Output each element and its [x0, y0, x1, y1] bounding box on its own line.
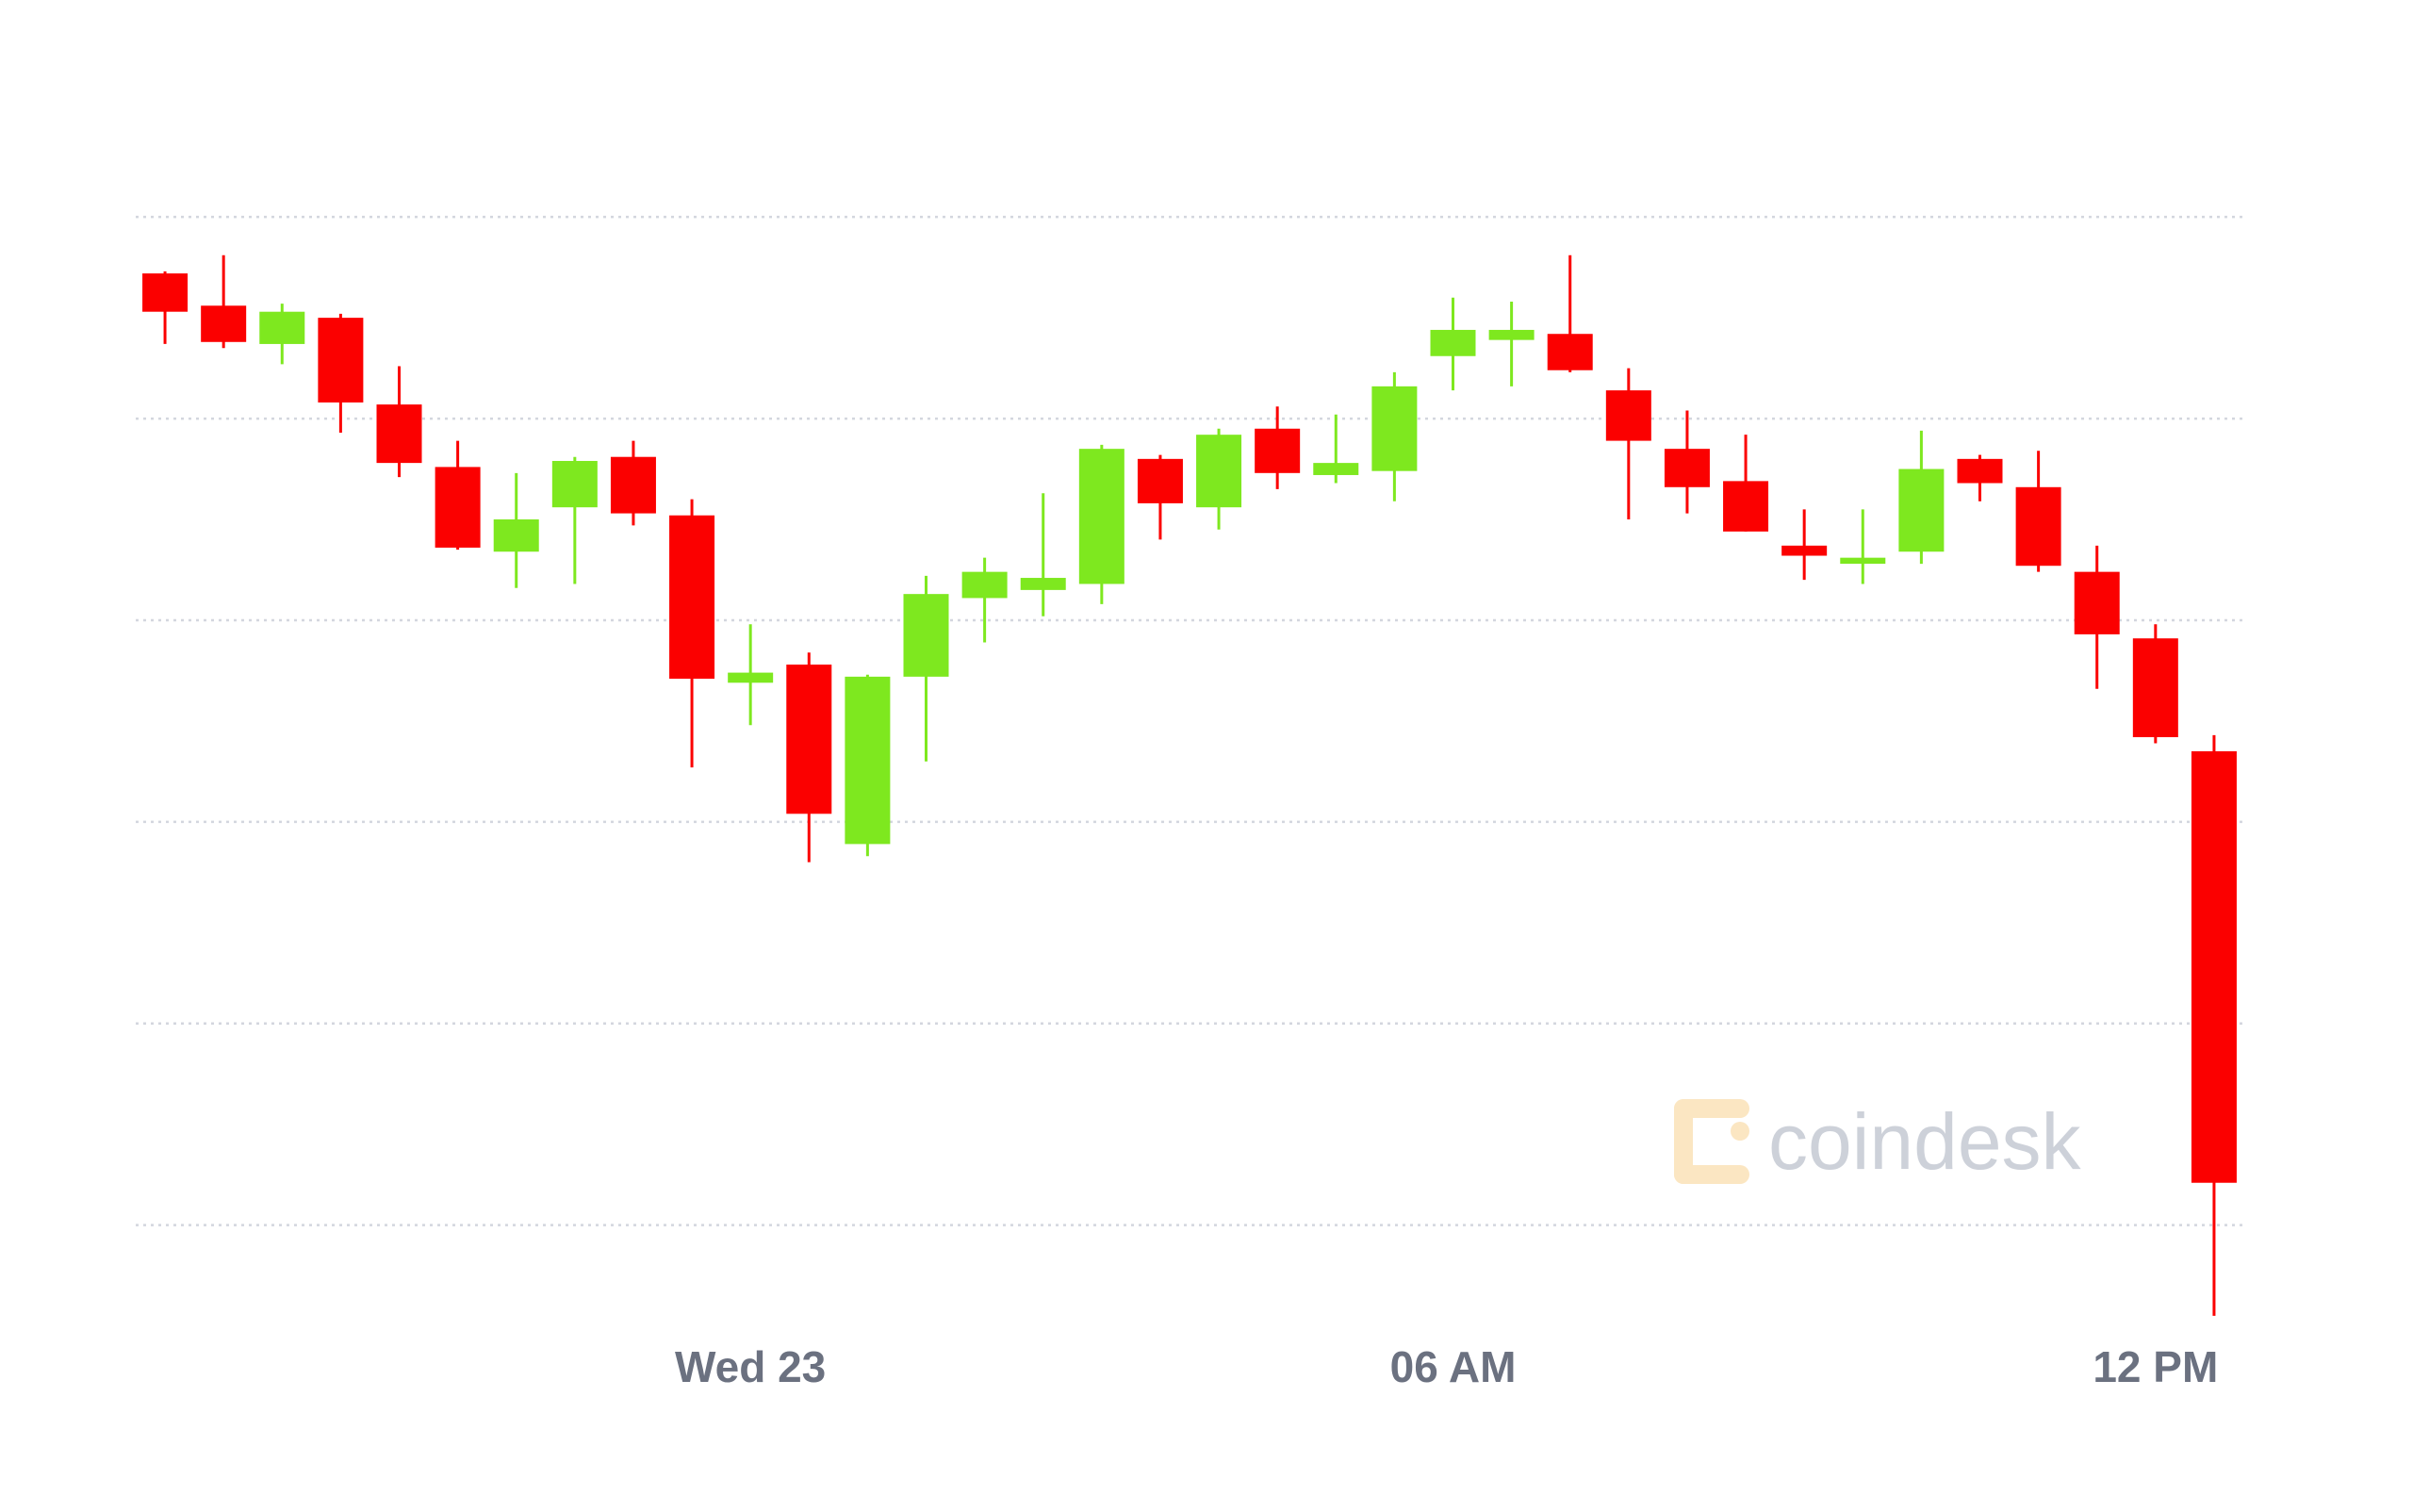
candle-body: [1664, 449, 1710, 487]
candle-body: [1898, 468, 1945, 552]
candle-body: [669, 515, 715, 679]
candle-body: [1723, 481, 1769, 532]
candle-body: [318, 318, 364, 403]
candle-body: [1957, 458, 2003, 484]
candle-body: [2074, 571, 2120, 634]
candle-body: [435, 467, 481, 548]
watermark-text: coindesk: [1768, 1097, 2082, 1186]
candle-body: [1078, 449, 1124, 584]
candle-body: [493, 519, 539, 552]
logo-part: [1674, 1165, 1749, 1184]
candle-body: [2132, 638, 2178, 738]
candle-body: [1137, 458, 1183, 503]
candle-body: [961, 571, 1008, 599]
candle-body: [903, 594, 949, 677]
watermark-logo: [1674, 1099, 1749, 1184]
candle-body: [786, 665, 832, 814]
candle-body: [1255, 428, 1301, 473]
logo-part: [1674, 1099, 1749, 1118]
candle-body: [201, 305, 247, 342]
candle-body: [376, 404, 422, 464]
candle-body: [845, 676, 891, 845]
candle-body: [610, 456, 656, 514]
candle-body: [1196, 435, 1242, 508]
x-tick-label: Wed 23: [675, 1342, 826, 1391]
candle-body: [1488, 329, 1535, 340]
candle-body: [1313, 463, 1359, 475]
candle-body: [2015, 486, 2061, 567]
candle-body: [1605, 390, 1651, 441]
candle-body: [142, 273, 189, 312]
candle-body: [1547, 334, 1593, 370]
candle-body: [1840, 557, 1886, 565]
logo-part: [1731, 1122, 1749, 1141]
candle-body: [551, 460, 598, 508]
candle-body: [1020, 578, 1066, 590]
candle-body: [1371, 386, 1418, 471]
x-tick-label: 06 AM: [1390, 1342, 1517, 1391]
logo-part: [1674, 1099, 1693, 1184]
candle-body: [1781, 545, 1828, 556]
x-tick-label: 12 PM: [2093, 1342, 2218, 1391]
candle-body: [259, 311, 305, 344]
candle-body: [728, 672, 774, 683]
candle-body: [2191, 751, 2237, 1183]
candle-body: [1430, 329, 1476, 356]
